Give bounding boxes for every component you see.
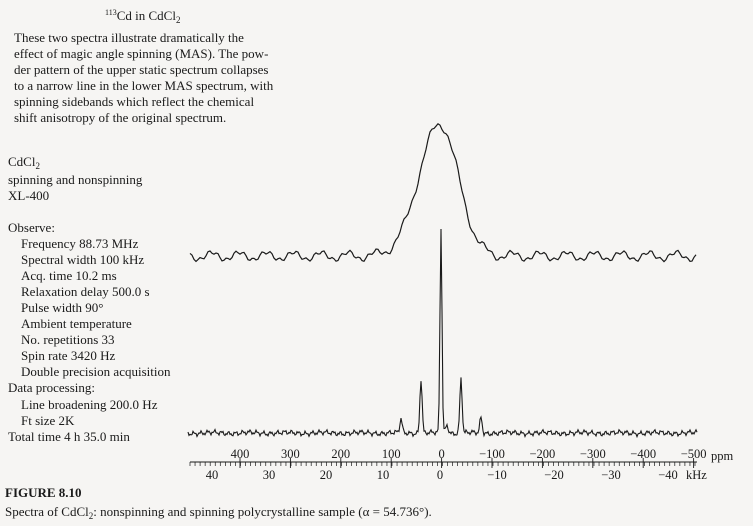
ppm-tick-label: −500 [681,447,707,461]
total-time: Total time 4 h 35.0 min [8,429,130,444]
subscript: 2 [176,15,181,25]
description: These two spectra illustrate dramaticall… [14,30,274,125]
title-text: Cd in CdCl [117,8,177,23]
ppm-tick-label: 200 [331,447,350,461]
description-line: spinning sidebands which reflect the che… [14,94,254,109]
caption-start: Spectra of CdCl [5,504,89,519]
compound-text: CdCl [8,154,36,169]
khz-tick-label: 10 [377,468,390,482]
ppm-tick-label: −200 [529,447,555,461]
instrument: XL-400 [8,188,49,203]
observe-item: Spectral width 100 kHz [21,252,144,267]
observe-item: Double precision acquisition [21,364,171,379]
ppm-tick-label: 400 [231,447,250,461]
subscript: 2 [35,161,40,171]
description-line: effect of magic angle spinning (MAS). Th… [14,46,268,61]
khz-tick-label: 30 [263,468,276,482]
description-line: to a narrow line in the lower MAS spectr… [14,78,274,93]
khz-tick-label: −30 [601,468,621,482]
khz-tick-label: 0 [437,468,443,482]
processing-item: Ft size 2K [21,413,75,428]
figure-label: FIGURE 8.10 [5,485,82,500]
ppm-tick-label: 0 [438,447,444,461]
static-spectrum [189,123,697,263]
ppm-tick-label: −100 [479,447,505,461]
mode: spinning and nonspinning [8,172,143,187]
processing-item: Line broadening 200.0 Hz [21,397,158,412]
caption-end: : nonspinning and spinning polycrystalli… [93,504,432,519]
khz-tick-label: −10 [487,468,507,482]
observe-item: Ambient temperature [21,316,132,331]
processing-heading: Data processing: [8,380,95,395]
observe-item: Acq. time 10.2 ms [21,268,117,283]
ppm-unit: ppm [711,449,734,463]
description-line: shift anisotropy of the original spectru… [14,110,226,125]
ppm-tick-label: 100 [382,447,401,461]
ppm-tick-label: −300 [580,447,606,461]
observe-item: Spin rate 3420 Hz [21,348,115,363]
isotope: 113 [105,8,117,17]
observe-item: Frequency 88.73 MHz [21,236,139,251]
description-line: der pattern of the upper static spectrum… [14,62,269,77]
khz-tick-label: 20 [320,468,333,482]
khz-tick-label: −40 [658,468,678,482]
caption: Spectra of CdCl2: nonspinning and spinni… [5,504,432,521]
compound: CdCl2 [8,154,40,171]
khz-tick-label: −20 [544,468,564,482]
mas-spectrum [187,228,698,439]
subscript: 2 [89,511,94,521]
khz-tick-label: 40 [206,468,219,482]
observe-item: Relaxation delay 500.0 s [21,284,150,299]
ppm-tick-label: 300 [281,447,300,461]
description-line: These two spectra illustrate dramaticall… [14,30,244,45]
khz-unit: kHz [686,468,707,482]
observe-item: Pulse width 90° [21,300,103,315]
ppm-tick-label: −400 [630,447,656,461]
observe-heading: Observe: [8,220,55,235]
observe-item: No. repetitions 33 [21,332,115,347]
figure-title: 113Cd in CdCl2 [105,8,180,25]
